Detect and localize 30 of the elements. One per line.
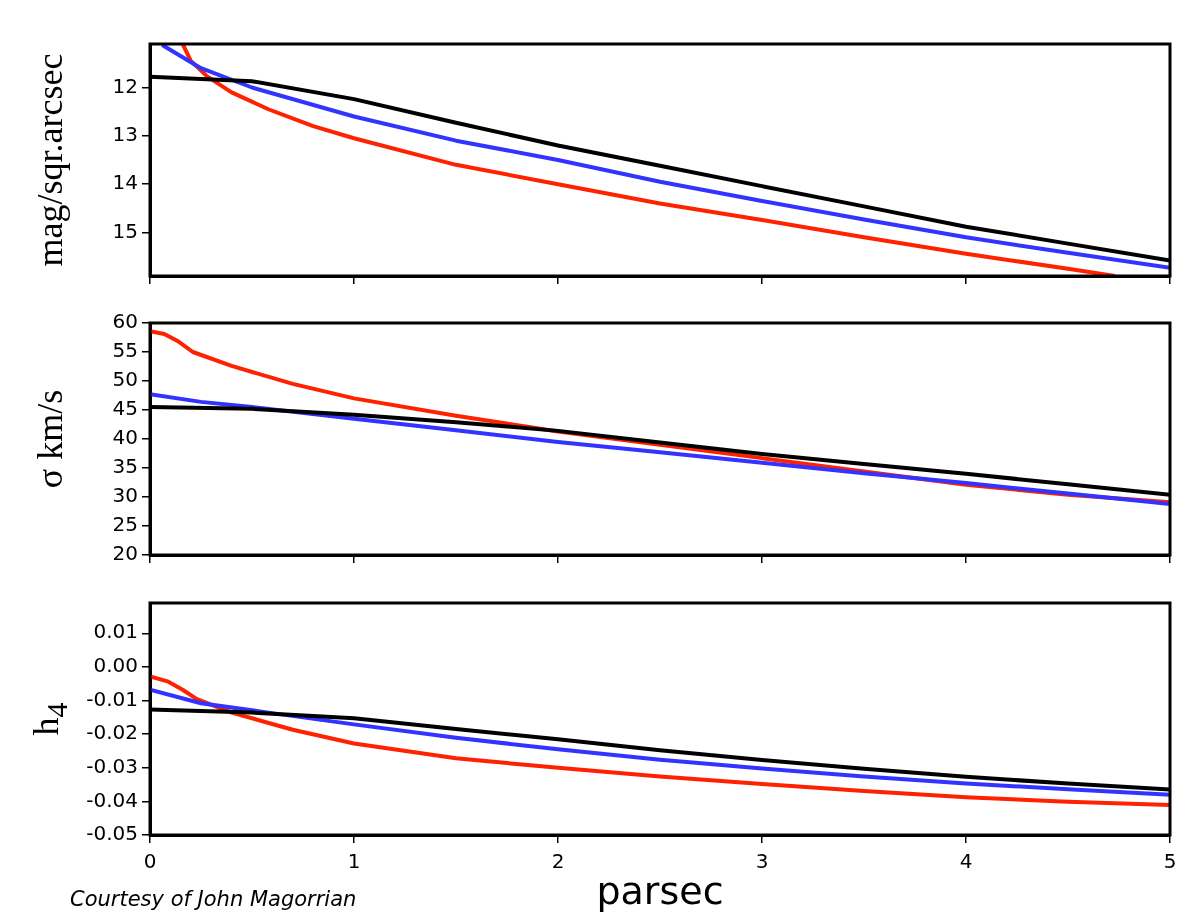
x-tick-label: 0	[143, 849, 157, 874]
y-tick-label: 13	[112, 122, 138, 147]
y-tick-label: 35	[112, 454, 138, 479]
y-tick-label: 25	[112, 512, 138, 537]
x-axis-title: parsec	[596, 869, 724, 914]
y-tick-label: 14	[112, 170, 138, 195]
y-tick-label: 50	[112, 367, 138, 392]
y-tick-label: 45	[112, 396, 138, 421]
x-tick-label: 4	[959, 849, 973, 874]
y-tick-label: -0.05	[86, 821, 138, 846]
y-tick-label: -0.01	[86, 686, 138, 711]
y-tick-label: 20	[112, 541, 138, 566]
y-axis-title: mag/sqr.arcsec	[30, 53, 70, 267]
y-tick-label: -0.03	[86, 753, 138, 778]
y-tick-label: 30	[112, 483, 138, 508]
y-axis-title: σ km/s	[30, 389, 70, 489]
y-tick-label: 15	[112, 218, 138, 243]
x-tick-label: 5	[1163, 849, 1177, 874]
x-tick-label: 3	[755, 849, 769, 874]
y-tick-label: -0.04	[86, 787, 138, 812]
x-tick-label: 2	[551, 849, 565, 874]
y-tick-label: 40	[112, 425, 138, 450]
y-tick-label: 0.01	[93, 619, 138, 644]
y-tick-label: 0.00	[93, 653, 138, 678]
y-tick-label: 55	[112, 338, 138, 363]
y-tick-label: 60	[112, 309, 138, 334]
x-tick-label: 1	[347, 849, 361, 874]
y-tick-label: -0.02	[86, 720, 138, 745]
text: Courtesy of John Magorrian	[70, 887, 357, 911]
y-tick-label: 12	[112, 73, 138, 98]
